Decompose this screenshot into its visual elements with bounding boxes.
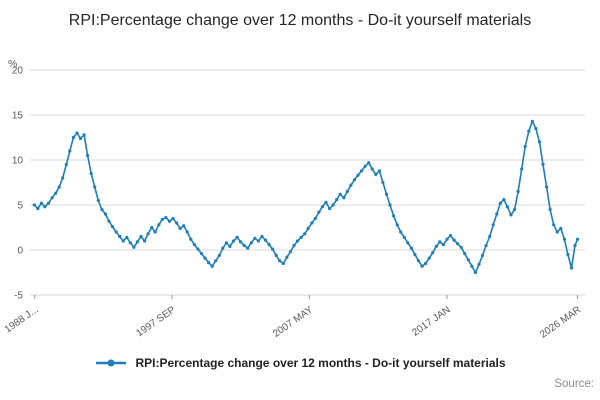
chart-area: -5 0 5 10 15 20% 1988 J... 1997 SEP 2007 MAY 2017…	[0, 58, 600, 350]
svg-text:2017 JAN: 2017 JAN	[410, 304, 452, 338]
svg-text:5: 5	[17, 201, 23, 212]
source-label: Source:	[554, 378, 594, 390]
svg-text:10: 10	[12, 156, 24, 167]
svg-text:1988 J...: 1988 J...	[3, 304, 41, 335]
svg-text:2007 MAY: 2007 MAY	[271, 304, 315, 340]
svg-text:15: 15	[12, 111, 24, 122]
svg-text:2026 MAR: 2026 MAR	[538, 304, 583, 340]
svg-text:0: 0	[17, 246, 23, 257]
svg-text:1997 SEP: 1997 SEP	[134, 304, 177, 339]
svg-text:-5: -5	[14, 291, 23, 302]
chart-title: RPI:Percentage change over 12 months - D…	[68, 12, 532, 29]
line-chart: -5 0 5 10 15 20% 1988 J... 1997 SEP 2007 MAY 2017…	[3, 58, 585, 341]
legend: RPI:Percentage change over 12 months - D…	[0, 352, 600, 374]
svg-text:20: 20	[12, 66, 24, 77]
svg-text:%: %	[8, 58, 17, 70]
legend-line-marker-icon	[96, 359, 127, 367]
legend-item[interactable]: RPI:Percentage change over 12 months - D…	[94, 356, 506, 370]
legend-label: RPI:Percentage change over 12 months - D…	[135, 356, 506, 370]
